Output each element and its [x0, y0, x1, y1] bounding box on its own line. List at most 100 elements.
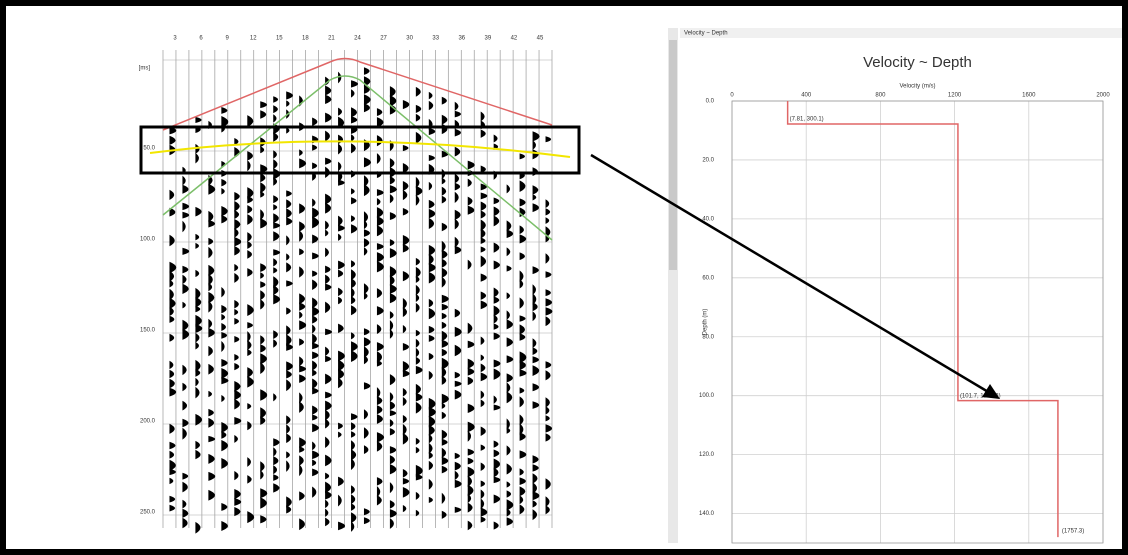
wavelet — [428, 181, 433, 191]
wavelet — [441, 393, 449, 404]
wavelet — [182, 508, 189, 518]
wavelet — [221, 394, 225, 403]
wavelet — [532, 491, 540, 501]
wavelet — [454, 101, 459, 111]
wavelet — [441, 321, 447, 329]
scrollbar-thumb[interactable] — [669, 40, 677, 270]
wavelet — [480, 192, 488, 200]
wavelet — [428, 244, 436, 256]
wavelet — [454, 209, 461, 220]
wavelet — [389, 158, 395, 168]
wavelet — [519, 198, 526, 207]
wavelet — [312, 117, 318, 126]
wavelet — [338, 179, 345, 186]
wavelet — [545, 289, 551, 297]
trace-label: 33 — [432, 36, 439, 42]
wavelet — [415, 185, 423, 197]
wavelet — [286, 370, 292, 379]
wavelet — [234, 201, 240, 212]
wavelet — [402, 486, 410, 498]
wavelet — [389, 212, 396, 221]
wavelet — [325, 301, 331, 314]
wavelet — [260, 344, 266, 353]
wavelet — [532, 284, 536, 296]
wavelet — [299, 311, 303, 319]
wavelet — [234, 210, 240, 220]
wavelet — [234, 336, 240, 343]
wavelet — [169, 207, 176, 217]
wavelet — [234, 219, 241, 230]
wavelet — [260, 281, 266, 288]
wavelet — [467, 367, 475, 376]
wavelet — [441, 438, 448, 446]
wavelet — [480, 165, 486, 174]
wavelet — [247, 115, 254, 128]
wavelet — [273, 204, 278, 211]
wavelet — [260, 353, 267, 365]
wavelet — [428, 424, 435, 436]
wavelet — [402, 360, 410, 372]
wavelet — [389, 455, 395, 465]
wavelet — [441, 177, 446, 185]
wavelet — [247, 268, 253, 277]
wavelet — [376, 360, 382, 367]
wavelet — [351, 197, 357, 205]
wavelet — [325, 193, 332, 205]
wavelet — [351, 512, 357, 524]
wavelet — [351, 143, 356, 154]
wavelet — [195, 359, 201, 372]
wavelet — [545, 397, 550, 408]
wavelet — [415, 491, 420, 500]
wavelet — [480, 399, 485, 408]
wavelet — [169, 306, 174, 317]
wavelet — [182, 301, 186, 309]
wavelet — [402, 387, 407, 397]
wavelet — [221, 502, 228, 511]
wavelet — [545, 271, 552, 278]
highlight-box — [139, 125, 581, 175]
x-tick-label: 800 — [875, 93, 886, 99]
y-tick-label: 60.0 — [702, 275, 714, 281]
wavelet — [338, 368, 345, 380]
wavelet — [260, 362, 265, 375]
wavelet — [545, 217, 550, 224]
wavelet — [389, 185, 397, 194]
wavelet — [299, 302, 306, 311]
wavelet — [312, 333, 317, 345]
wavelet — [247, 232, 252, 242]
wavelet — [363, 220, 368, 230]
wavelet — [351, 431, 356, 438]
wavelet — [415, 365, 423, 375]
wavelet — [273, 96, 279, 103]
wavelet — [182, 202, 190, 211]
window-title: Velocity ~ Depth — [684, 31, 728, 37]
wavelet — [363, 247, 368, 256]
wavelet — [208, 489, 215, 501]
wavelet — [363, 409, 368, 420]
wavelet — [325, 112, 332, 123]
wavelet — [480, 255, 487, 268]
wavelet — [299, 491, 305, 501]
window-header — [680, 28, 1122, 38]
wavelet — [376, 153, 381, 165]
wavelet — [402, 423, 407, 436]
wavelet — [454, 218, 459, 230]
wavelet — [389, 329, 394, 339]
plot-area — [731, 100, 1104, 544]
wavelet — [312, 297, 318, 309]
wavelet — [467, 160, 475, 170]
wavelet — [247, 511, 255, 524]
scrollbar-track[interactable] — [668, 28, 678, 543]
wavelet — [325, 409, 330, 421]
wavelet — [415, 131, 422, 144]
wavelet — [441, 312, 447, 320]
wavelet — [363, 346, 369, 358]
wavelet — [338, 350, 345, 362]
wavelet — [221, 178, 227, 187]
picked-horizon — [149, 140, 571, 158]
wavelet — [441, 465, 448, 474]
wavelet — [532, 194, 537, 201]
wavelet — [273, 114, 277, 123]
wavelet — [286, 496, 292, 508]
trace-label: 42 — [511, 36, 518, 42]
